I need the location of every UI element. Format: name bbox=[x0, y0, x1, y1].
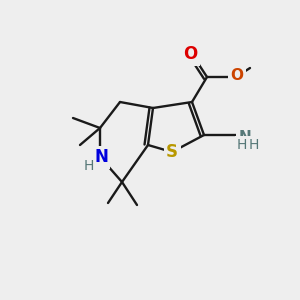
Text: H: H bbox=[237, 138, 247, 152]
Text: S: S bbox=[166, 143, 178, 161]
Text: N: N bbox=[238, 130, 251, 145]
Text: O: O bbox=[183, 45, 197, 63]
Text: H: H bbox=[84, 159, 94, 173]
Text: N: N bbox=[94, 148, 108, 166]
Text: H: H bbox=[249, 138, 259, 152]
Text: O: O bbox=[230, 68, 244, 83]
